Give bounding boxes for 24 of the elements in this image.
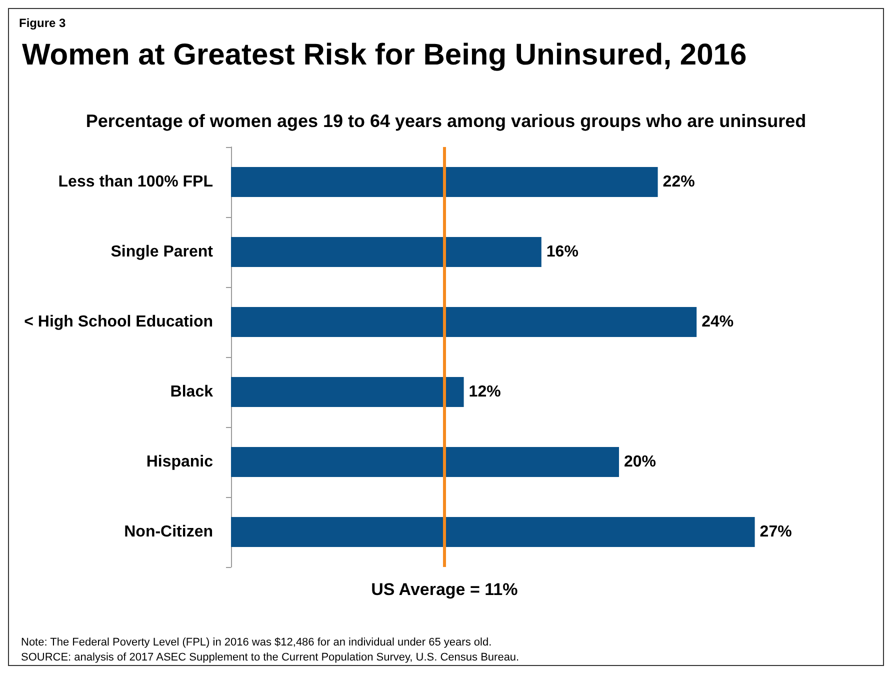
y-tick-label: Single Parent	[110, 244, 214, 260]
data-label: 12%	[468, 384, 501, 400]
text: Note: The Federal Poverty Level (FPL) in 2016 was $12,486 for an individual under 65 years old.	[21, 636, 492, 648]
data-label: 24%	[702, 314, 734, 330]
y-tick-label: Less than 100% FPL	[58, 174, 214, 190]
y-tick-label: Non-Citizen	[124, 524, 213, 540]
ref-line-label: US Average = 11%	[371, 580, 518, 599]
data-label: 27%	[760, 524, 792, 540]
bar	[231, 167, 658, 197]
bar	[231, 447, 619, 477]
chart-title: Women at Greatest Risk for Being Uninsured, 2016	[22, 38, 747, 72]
chart-subtitle: Percentage of women ages 19 to 64 years among various groups who are uninsured	[86, 111, 806, 131]
bar	[231, 517, 755, 547]
y-tick-label: Black	[170, 384, 214, 400]
bar	[231, 377, 464, 407]
source-note: SOURCE: analysis of 2017 ASEC Supplement to the Current Population Survey, U.S. Census Bureau.	[21, 652, 520, 664]
y-tick-label: Hispanic	[146, 454, 214, 470]
bar	[231, 237, 542, 267]
bar	[231, 307, 697, 337]
y-tick-label: < High School Education	[24, 314, 213, 330]
data-label: 16%	[546, 244, 578, 260]
data-label: 22%	[662, 174, 695, 190]
data-label: 20%	[624, 454, 656, 470]
caption: Figure 3	[19, 16, 66, 30]
